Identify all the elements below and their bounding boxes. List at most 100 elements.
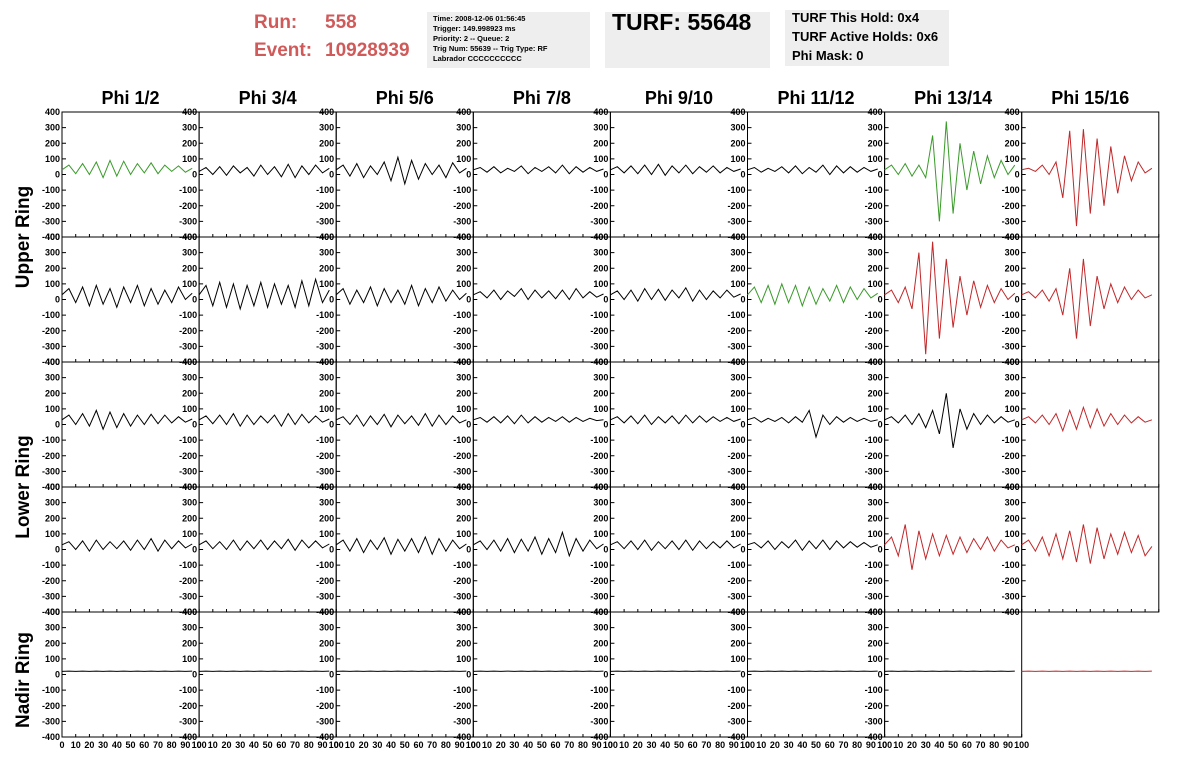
hold-line: Phi Mask: 0 [792, 48, 864, 63]
waveform [473, 530, 604, 558]
info-line: Labrador CCCCCCCCCC [433, 54, 522, 63]
y-tick-label: -300 [42, 341, 60, 351]
y-tick-label: 100 [45, 279, 60, 289]
x-tick-label: 10 [756, 740, 766, 750]
column-header: Phi 9/10 [645, 88, 713, 108]
y-tick-label: 0 [329, 545, 334, 555]
y-tick-label: -100 [179, 310, 197, 320]
x-tick-label: 80 [715, 740, 725, 750]
y-tick-label: 400 [593, 232, 608, 242]
x-tick-label: 20 [84, 740, 94, 750]
waveform [473, 164, 604, 175]
y-tick-label: -200 [590, 201, 608, 211]
y-tick-label: 400 [730, 357, 745, 367]
y-tick-label: 0 [878, 295, 883, 305]
y-tick-label: -400 [42, 232, 60, 242]
x-tick-label: 30 [372, 740, 382, 750]
y-tick-label: 300 [45, 123, 60, 133]
y-tick-label: 200 [319, 388, 334, 398]
x-tick-label: 30 [509, 740, 519, 750]
y-tick-label: -100 [865, 560, 883, 570]
y-tick-label: -100 [865, 310, 883, 320]
y-tick-label: 400 [182, 232, 197, 242]
y-tick-label: 0 [466, 170, 471, 180]
y-tick-label: 300 [730, 248, 745, 258]
y-tick-label: 200 [182, 638, 197, 648]
y-tick-label: 200 [868, 513, 883, 523]
y-tick-label: 400 [182, 607, 197, 617]
x-tick-label: 90 [1003, 740, 1013, 750]
y-tick-label: 100 [319, 154, 334, 164]
y-tick-label: 100 [1005, 404, 1020, 414]
x-tick-label: 40 [249, 740, 259, 750]
y-tick-label: 400 [319, 607, 334, 617]
x-tick-label: 10 [345, 740, 355, 750]
y-tick-label: 400 [182, 107, 197, 117]
y-tick-label: -300 [42, 216, 60, 226]
x-tick-label: 50 [537, 740, 547, 750]
y-tick-label: 300 [45, 498, 60, 508]
y-tick-label: -200 [865, 201, 883, 211]
y-tick-label: 300 [182, 498, 197, 508]
y-tick-label: 0 [603, 670, 608, 680]
panel-frame [1021, 236, 1160, 363]
x-tick-label: 10 [619, 740, 629, 750]
y-tick-label: 100 [730, 654, 745, 664]
y-tick-label: -200 [316, 201, 334, 211]
y-tick-label: -100 [727, 185, 745, 195]
y-tick-label: -300 [1002, 591, 1020, 601]
y-tick-label: -300 [727, 216, 745, 226]
y-tick-label: -100 [590, 560, 608, 570]
y-tick-label: -300 [590, 216, 608, 226]
panel-frame [884, 611, 1023, 738]
y-tick-label: 200 [456, 263, 471, 273]
waveform [884, 121, 1016, 222]
hold-line: TURF This Hold: 0x4 [792, 10, 920, 25]
y-tick-label: 400 [1005, 107, 1020, 117]
y-tick-label: 300 [730, 498, 745, 508]
waveform [747, 282, 878, 308]
column-header: Phi 13/14 [914, 88, 992, 108]
x-tick-label: 60 [962, 740, 972, 750]
x-tick-label: 60 [413, 740, 423, 750]
waveform [884, 393, 1015, 448]
x-tick-label: 100 [603, 740, 618, 750]
y-tick-label: -300 [316, 591, 334, 601]
y-tick-label: -300 [179, 341, 197, 351]
ring-label: Lower Ring [13, 435, 34, 538]
y-tick-label: 300 [730, 373, 745, 383]
waveform [198, 277, 330, 311]
x-tick-label: 10 [893, 740, 903, 750]
holds-box [785, 10, 949, 66]
y-tick-label: 100 [319, 279, 334, 289]
y-tick-label: 300 [593, 248, 608, 258]
y-tick-label: -200 [316, 326, 334, 336]
waveform [198, 538, 330, 552]
y-tick-label: -300 [865, 341, 883, 351]
y-tick-label: 200 [730, 388, 745, 398]
y-tick-label: -100 [590, 435, 608, 445]
y-tick-label: -300 [590, 466, 608, 476]
x-tick-label: 40 [934, 740, 944, 750]
y-tick-label: -300 [727, 716, 745, 726]
y-tick-label: -200 [316, 576, 334, 586]
y-tick-label: -100 [42, 685, 60, 695]
y-tick-label: -300 [453, 466, 471, 476]
y-tick-label: -100 [453, 185, 471, 195]
y-tick-label: 100 [868, 279, 883, 289]
y-tick-label: 300 [456, 373, 471, 383]
y-tick-label: -300 [727, 591, 745, 601]
y-tick-label: 400 [319, 232, 334, 242]
y-tick-label: -300 [179, 466, 197, 476]
y-tick-label: 400 [730, 232, 745, 242]
y-tick-label: 300 [45, 248, 60, 258]
y-tick-label: 0 [603, 545, 608, 555]
y-tick-label: -200 [1002, 326, 1020, 336]
y-tick-label: -100 [316, 560, 334, 570]
y-tick-label: -300 [179, 716, 197, 726]
y-tick-label: 100 [456, 154, 471, 164]
y-tick-label: 0 [466, 420, 471, 430]
x-tick-label: 60 [688, 740, 698, 750]
y-tick-label: 100 [456, 279, 471, 289]
